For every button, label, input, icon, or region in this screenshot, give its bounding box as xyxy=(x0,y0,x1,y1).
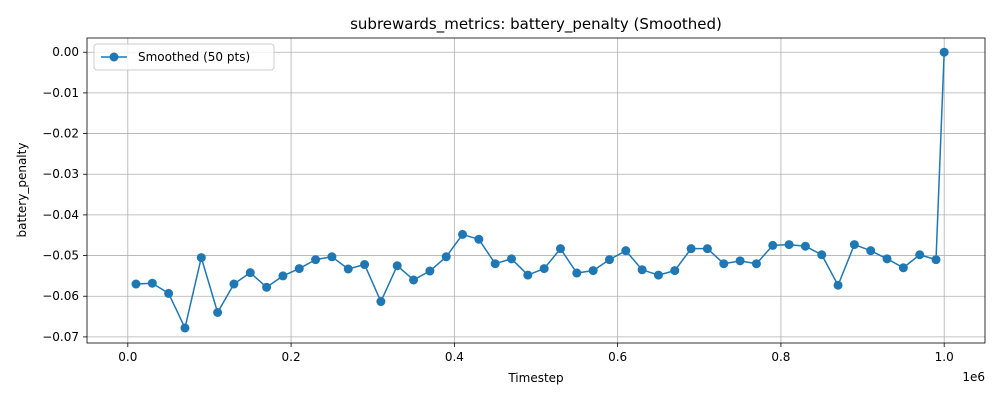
data-point xyxy=(474,234,484,244)
data-point xyxy=(294,264,304,274)
data-point xyxy=(719,259,729,269)
data-point xyxy=(180,323,190,333)
y-axis-label: battery_penalty xyxy=(15,143,29,238)
data-point xyxy=(131,279,141,289)
data-point xyxy=(164,288,174,298)
data-point xyxy=(376,297,386,307)
y-tick-label: −0.03 xyxy=(42,167,79,181)
data-point xyxy=(735,256,745,266)
y-tick-label: −0.07 xyxy=(42,330,79,344)
x-tick-label: 0.8 xyxy=(771,350,790,364)
data-point xyxy=(196,253,206,263)
series-line xyxy=(135,52,945,329)
data-point xyxy=(523,270,533,280)
data-point xyxy=(425,266,435,276)
data-point xyxy=(882,254,892,264)
data-point xyxy=(670,266,680,276)
data-point xyxy=(653,270,663,280)
data-point xyxy=(604,255,614,265)
x-axis-label: Timestep xyxy=(507,371,563,385)
data-point xyxy=(686,244,696,254)
series-layer xyxy=(131,47,949,333)
x-tick-label: 0.6 xyxy=(608,350,627,364)
y-tick-label: −0.01 xyxy=(42,86,79,100)
x-tick-label: 1.0 xyxy=(935,350,954,364)
data-point xyxy=(751,259,761,269)
data-point xyxy=(327,252,337,262)
chart-title: subrewards_metrics: battery_penalty (Smo… xyxy=(350,15,722,34)
data-point xyxy=(768,240,778,250)
data-point xyxy=(490,259,500,269)
y-tick-label: −0.05 xyxy=(42,249,79,263)
grid xyxy=(87,38,985,343)
data-point xyxy=(915,250,925,260)
data-point xyxy=(458,229,468,239)
data-point xyxy=(360,260,370,270)
y-tick-label: −0.02 xyxy=(42,127,79,141)
legend: Smoothed (50 pts) xyxy=(93,43,275,71)
data-point xyxy=(572,268,582,278)
data-point xyxy=(245,268,255,278)
data-point xyxy=(833,280,843,290)
data-point xyxy=(898,263,908,273)
x-tick-label: 0.0 xyxy=(118,350,137,364)
legend-box xyxy=(93,43,275,71)
data-point xyxy=(702,244,712,254)
legend-label: Smoothed (50 pts) xyxy=(138,50,250,64)
data-point xyxy=(849,240,859,250)
y-tick-label: 0.00 xyxy=(52,45,79,59)
data-point xyxy=(229,279,239,289)
data-point xyxy=(262,282,272,292)
data-point xyxy=(392,261,402,271)
data-point xyxy=(784,240,794,250)
data-point xyxy=(931,255,941,265)
data-point xyxy=(507,254,517,264)
axis-ticks: 0.0 0.2 0.4 0.6 0.8 1.0 0.00 −0.01 −0.02 −0.03 −0.… xyxy=(42,45,954,364)
data-point xyxy=(441,252,451,262)
data-point xyxy=(588,266,598,276)
x-offset-label: 1e6 xyxy=(962,370,985,384)
y-tick-label: −0.04 xyxy=(42,208,79,222)
data-point xyxy=(555,244,565,254)
y-tick-label: −0.06 xyxy=(42,289,79,303)
data-point xyxy=(278,271,288,281)
data-point xyxy=(409,275,419,285)
data-point xyxy=(800,241,810,251)
data-point xyxy=(637,265,647,275)
data-point xyxy=(213,308,223,317)
data-point xyxy=(866,246,876,256)
data-point xyxy=(343,264,353,274)
data-point xyxy=(311,255,321,265)
data-point xyxy=(539,264,549,274)
data-point xyxy=(939,47,949,57)
x-tick-label: 0.2 xyxy=(282,350,301,364)
data-point xyxy=(147,278,157,288)
data-point xyxy=(621,246,631,256)
legend-marker xyxy=(109,52,119,62)
x-tick-label: 0.4 xyxy=(445,350,464,364)
data-point xyxy=(817,250,827,260)
plot-frame xyxy=(86,37,986,344)
